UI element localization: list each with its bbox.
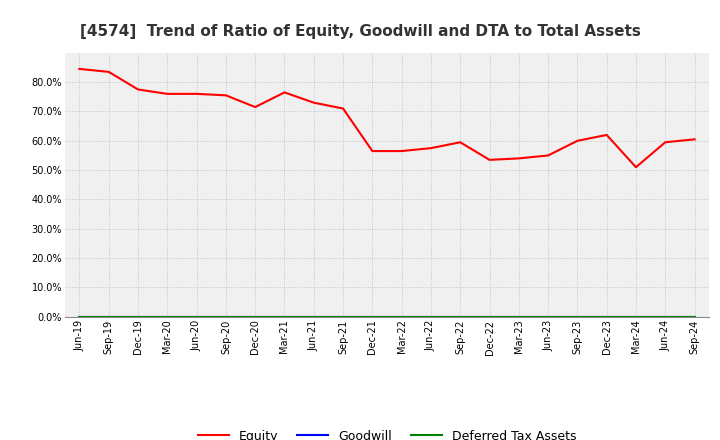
Goodwill [280,314,289,319]
Deferred Tax Assets [280,314,289,319]
Equity [338,106,347,111]
Goodwill [397,314,406,319]
Equity [75,66,84,72]
Deferred Tax Assets [427,314,436,319]
Text: [4574]  Trend of Ratio of Equity, Goodwill and DTA to Total Assets: [4574] Trend of Ratio of Equity, Goodwil… [80,24,640,39]
Equity [134,87,143,92]
Legend: Equity, Goodwill, Deferred Tax Assets: Equity, Goodwill, Deferred Tax Assets [192,425,582,440]
Deferred Tax Assets [456,314,464,319]
Deferred Tax Assets [544,314,552,319]
Equity [515,156,523,161]
Goodwill [338,314,347,319]
Goodwill [690,314,699,319]
Goodwill [134,314,143,319]
Equity [280,90,289,95]
Goodwill [485,314,494,319]
Deferred Tax Assets [104,314,113,319]
Equity [661,139,670,145]
Goodwill [192,314,201,319]
Deferred Tax Assets [192,314,201,319]
Deferred Tax Assets [661,314,670,319]
Goodwill [631,314,640,319]
Line: Equity: Equity [79,69,695,167]
Equity [544,153,552,158]
Deferred Tax Assets [222,314,230,319]
Goodwill [427,314,436,319]
Deferred Tax Assets [134,314,143,319]
Goodwill [661,314,670,319]
Deferred Tax Assets [515,314,523,319]
Deferred Tax Assets [603,314,611,319]
Deferred Tax Assets [368,314,377,319]
Goodwill [251,314,259,319]
Goodwill [310,314,318,319]
Goodwill [573,314,582,319]
Equity [163,91,171,96]
Equity [368,148,377,154]
Equity [104,69,113,74]
Goodwill [603,314,611,319]
Equity [631,165,640,170]
Goodwill [544,314,552,319]
Equity [192,91,201,96]
Equity [397,148,406,154]
Equity [573,138,582,143]
Equity [222,93,230,98]
Equity [310,100,318,105]
Equity [485,157,494,162]
Equity [427,146,436,151]
Goodwill [163,314,171,319]
Deferred Tax Assets [690,314,699,319]
Deferred Tax Assets [397,314,406,319]
Goodwill [368,314,377,319]
Deferred Tax Assets [310,314,318,319]
Equity [603,132,611,138]
Deferred Tax Assets [163,314,171,319]
Deferred Tax Assets [251,314,259,319]
Deferred Tax Assets [573,314,582,319]
Goodwill [515,314,523,319]
Equity [456,139,464,145]
Equity [690,137,699,142]
Goodwill [456,314,464,319]
Deferred Tax Assets [631,314,640,319]
Deferred Tax Assets [338,314,347,319]
Deferred Tax Assets [75,314,84,319]
Deferred Tax Assets [485,314,494,319]
Goodwill [104,314,113,319]
Goodwill [75,314,84,319]
Goodwill [222,314,230,319]
Equity [251,104,259,110]
